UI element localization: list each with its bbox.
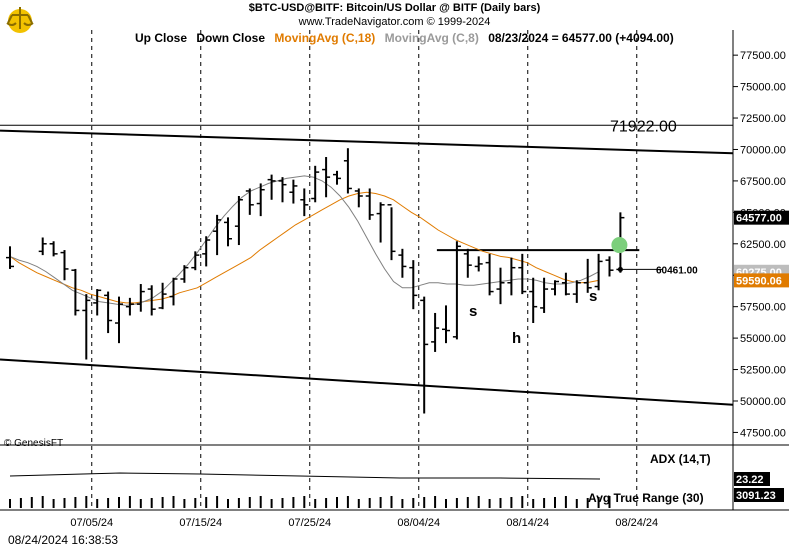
atr-label: Avg True Range (30) [588, 491, 704, 505]
right-shoulder-label: s [589, 288, 597, 305]
head-label: h [512, 330, 521, 347]
ma18-price-tag: 59590.06 [736, 275, 782, 287]
y-tick-label: 50000.00 [740, 396, 786, 408]
atr-value-bg [734, 488, 784, 502]
ma18-price-tag-bg [734, 273, 789, 288]
y-tick-label: 75000.00 [740, 82, 786, 94]
y-tick-label: 72500.00 [740, 113, 786, 125]
y-tick-label: 52500.00 [740, 365, 786, 377]
legend-ma8: MovingAvg (C,8) [384, 31, 479, 45]
atr-value: 3091.23 [736, 490, 776, 502]
x-tick-label: 08/14/24 [506, 517, 549, 529]
trade-navigator-logo-icon [6, 7, 34, 33]
x-tick-label: 08/24/24 [615, 517, 658, 529]
adx-value-bg [734, 472, 770, 486]
x-tick-label: 07/25/24 [288, 517, 331, 529]
last-price-tag-bg [734, 210, 789, 225]
chart-title: $BTC-USD@BITF: Bitcoin/US Dollar @ BITF … [248, 2, 541, 14]
adx-label: ADX (14,T) [650, 452, 711, 466]
breakout-marker-icon [611, 237, 628, 254]
y-tick-label: 57500.00 [740, 302, 786, 314]
y-tick-label: 70000.00 [740, 144, 786, 156]
x-tick-label: 07/05/24 [70, 517, 113, 529]
y-tick-label: 77500.00 [740, 50, 786, 62]
left-shoulder-label: s [469, 303, 477, 320]
last-price-tag: 64577.00 [736, 213, 782, 225]
y-tick-label: 62500.00 [740, 239, 786, 251]
y-tick-label: 55000.00 [740, 333, 786, 345]
chart-copyright: www.TradeNavigator.com © 1999-2024 [298, 16, 491, 28]
adx-line [9, 472, 601, 480]
y-tick-label: 47500.00 [740, 427, 786, 439]
legend-down-close: Down Close [196, 31, 266, 45]
legend-quote: 08/23/2024 = 64577.00 (+4094.00) [488, 31, 674, 45]
timestamp: 08/24/2024 16:38:53 [8, 533, 119, 547]
genesis-copyright: © GenesisFT [4, 438, 64, 449]
chart-legend: Up Close Down Close MovingAvg (C,18) Mov… [135, 31, 680, 45]
x-tick-label: 07/15/24 [179, 517, 222, 529]
legend-ma18: MovingAvg (C,18) [274, 31, 376, 45]
adx-value: 23.22 [736, 474, 764, 486]
legend-up-close: Up Close [135, 31, 188, 45]
open-price-label: 60461.00 [656, 265, 698, 276]
lower-trendline [0, 358, 734, 406]
upper-trendline [0, 129, 734, 155]
level-label: 71922.00 [610, 118, 677, 135]
y-tick-label: 67500.00 [740, 176, 786, 188]
x-tick-label: 08/04/24 [397, 517, 440, 529]
